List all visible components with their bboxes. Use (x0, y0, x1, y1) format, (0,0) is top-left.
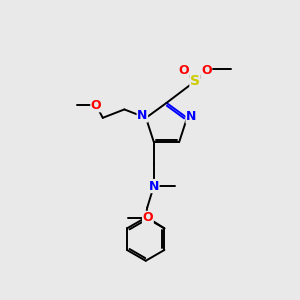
Text: O: O (142, 212, 153, 224)
Text: N: N (148, 180, 159, 193)
Text: O: O (91, 99, 101, 112)
Text: S: S (190, 74, 200, 88)
Text: O: O (201, 64, 212, 77)
Text: O: O (178, 64, 189, 77)
Text: N: N (186, 110, 196, 123)
Text: N: N (137, 109, 148, 122)
